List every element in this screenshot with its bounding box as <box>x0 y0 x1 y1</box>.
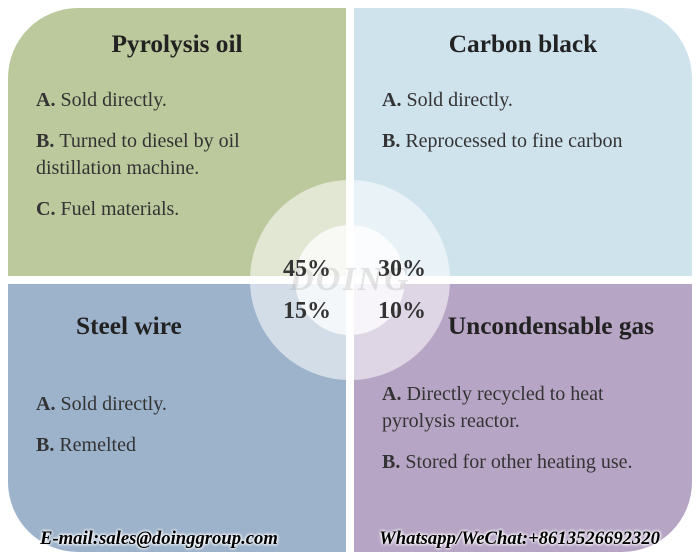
list-item: B. Reprocessed to fine carbon <box>382 128 664 155</box>
item-label: B. <box>36 434 59 456</box>
pct-br: 10% <box>378 298 426 325</box>
list-item: A. Sold directly. <box>36 87 318 114</box>
item-label: A. <box>382 383 406 405</box>
pct-tl: 45% <box>283 256 331 283</box>
infographic-container: Pyrolysis oil A. Sold directly.B. Turned… <box>8 8 692 552</box>
item-text: Remelted <box>59 434 136 456</box>
item-text: Stored for other heating use. <box>405 451 632 473</box>
item-label: B. <box>382 130 405 152</box>
quadrant-items-bl: A. Sold directly.B. Remelted <box>36 391 318 459</box>
quadrant-items-tl: A. Sold directly.B. Turned to diesel by … <box>36 87 318 223</box>
list-item: B. Stored for other heating use. <box>382 449 664 476</box>
list-item: A. Sold directly. <box>382 87 664 114</box>
item-text: Reprocessed to fine carbon <box>405 130 622 152</box>
item-label: A. <box>36 89 60 111</box>
list-item: A. Directly recycled to heat pyrolysis r… <box>382 381 664 435</box>
item-text: Fuel materials. <box>60 198 179 220</box>
contact-phone: Whatsapp/WeChat:+8613526692320 <box>379 528 660 550</box>
item-label: A. <box>36 393 60 415</box>
contact-email: E-mail:sales@doinggroup.com <box>40 528 278 550</box>
item-text: Sold directly. <box>60 393 166 415</box>
pct-bl: 15% <box>283 298 331 325</box>
quadrant-items-br: A. Directly recycled to heat pyrolysis r… <box>382 381 664 476</box>
item-text: Turned to diesel by oil distillation mac… <box>36 130 240 179</box>
item-label: B. <box>382 451 405 473</box>
list-item: B. Remelted <box>36 432 318 459</box>
item-label: A. <box>382 89 406 111</box>
quadrant-title: Carbon black <box>382 30 664 59</box>
quadrant-title: Pyrolysis oil <box>36 30 318 59</box>
item-text: Sold directly. <box>406 89 512 111</box>
item-text: Directly recycled to heat pyrolysis reac… <box>382 383 604 432</box>
list-item: B. Turned to diesel by oil distillation … <box>36 128 318 182</box>
list-item: A. Sold directly. <box>36 391 318 418</box>
item-text: Sold directly. <box>60 89 166 111</box>
quadrant-items-tr: A. Sold directly.B. Reprocessed to fine … <box>382 87 664 155</box>
pct-tr: 30% <box>378 256 426 283</box>
item-label: B. <box>36 130 59 152</box>
item-label: C. <box>36 198 60 220</box>
